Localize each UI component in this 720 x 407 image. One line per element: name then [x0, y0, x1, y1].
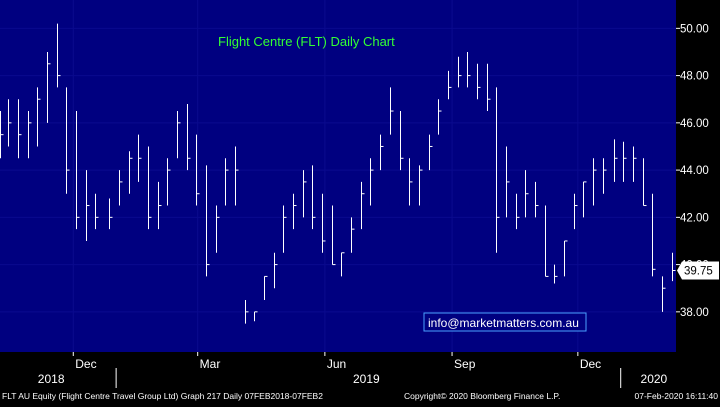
ohlc-bar: [341, 252, 345, 277]
ohlc-bar: [206, 165, 210, 277]
y-tick-label: 46.00: [680, 118, 709, 130]
ohlc-bar: [380, 134, 384, 171]
x-month-label: Dec: [580, 357, 601, 371]
ohlc-bar: [18, 99, 22, 159]
ohlc-bar: [293, 193, 297, 230]
ohlc-bar: [138, 134, 142, 182]
footer-copyright: Copyright© 2020 Bloomberg Finance L.P.: [404, 391, 560, 401]
plot-area: [0, 0, 676, 352]
ohlc-bar: [57, 23, 61, 88]
ohlc-bar: [583, 181, 587, 218]
ohlc-bar: [467, 51, 471, 88]
ohlc-bar: [8, 99, 12, 147]
chart-title: Flight Centre (FLT) Daily Chart: [218, 34, 395, 49]
ohlc-bar: [351, 217, 355, 253]
x-axis-panel: [0, 352, 720, 390]
ohlc-bar: [312, 165, 316, 230]
y-tick-label: 42.00: [680, 212, 709, 224]
ohlc-bar: [283, 205, 287, 253]
ohlc-bar: [86, 170, 90, 241]
ohlc-bar: [235, 146, 239, 206]
ohlc-bar: [196, 134, 200, 206]
ohlc-bar: [187, 103, 191, 171]
ohlc-bar: [370, 158, 374, 206]
x-month-label: Dec: [75, 357, 96, 371]
ohlc-bar: [37, 87, 41, 147]
ohlc-bar: [66, 87, 70, 194]
ohlc-bar: [643, 158, 647, 207]
watermark-text: info@marketmatters.com.au: [428, 316, 579, 330]
y-tick-label: 44.00: [680, 165, 709, 177]
ohlc-bar: [564, 240, 568, 277]
footer-bar: [0, 390, 720, 402]
ohlc-bar: [554, 264, 558, 284]
x-month-label: Mar: [200, 357, 221, 371]
ohlc-bar: [274, 252, 278, 289]
last-price-box: [677, 261, 719, 280]
ohlc-bar: [496, 87, 500, 253]
footer-timestamp: 07-Feb-2020 16:11:40: [635, 391, 719, 401]
ohlc-bar: [225, 158, 229, 206]
ohlc-bar: [148, 146, 152, 230]
ohlc-bar: [535, 181, 539, 218]
ohlc-bar: [525, 170, 529, 218]
ohlc-bar: [177, 111, 181, 159]
ohlc-bar: [409, 158, 413, 206]
ohlc-bar: [216, 205, 220, 253]
footer-source: FLT AU Equity (Flight Centre Travel Grou…: [2, 391, 323, 401]
ohlc-bar: [672, 252, 676, 282]
last-price-label: 39.75: [684, 265, 713, 277]
ohlc-bar: [167, 158, 171, 206]
ohlc-bar: [109, 198, 113, 230]
ohlc-bar: [662, 276, 666, 312]
ohlc-bar: [593, 158, 597, 206]
x-year-label: 2018: [38, 372, 65, 386]
ohlc-bar: [28, 111, 32, 159]
ohlc-bar: [477, 63, 481, 100]
ohlc-bar: [400, 111, 404, 171]
ohlc-bar: [603, 158, 607, 194]
ohlc-bar: [487, 63, 491, 112]
ohlc-bar: [545, 205, 549, 277]
x-year-label: 2019: [353, 372, 380, 386]
ohlc-bar: [516, 193, 520, 230]
y-axis-panel: [676, 0, 720, 352]
ohlc-bar: [254, 311, 258, 322]
ohlc-bar: [448, 70, 452, 100]
ohlc-bar: [129, 151, 133, 194]
ohlc-bar: [390, 87, 394, 135]
ohlc-bar: [419, 165, 423, 206]
ohlc-bar: [574, 193, 578, 230]
ohlc-bar: [652, 193, 656, 277]
ohlc-bar: [322, 193, 326, 253]
ohlc-bar: [95, 193, 99, 230]
ohlc-bar: [438, 99, 442, 135]
ohlc-bar: [633, 146, 637, 182]
x-year-label: 2020: [641, 372, 668, 386]
y-tick-label: 50.00: [680, 23, 709, 35]
y-tick-label: 48.00: [680, 71, 709, 83]
ohlc-bar: [0, 111, 4, 159]
ohlc-bar: [158, 181, 162, 230]
ohlc-bar: [361, 181, 365, 230]
x-month-label: Sep: [454, 357, 476, 371]
ohlc-bar: [429, 134, 433, 171]
x-month-label: Jun: [327, 357, 346, 371]
ohlc-bar: [119, 170, 123, 206]
y-tick-label: 38.00: [680, 307, 709, 319]
ohlc-bar: [303, 170, 307, 218]
ohlc-bar: [76, 111, 80, 230]
ohlc-bar: [614, 139, 618, 182]
ohlc-bar: [506, 146, 510, 218]
watermark-box: [423, 312, 587, 332]
ohlc-bar: [47, 51, 51, 123]
ohlc-bar: [458, 56, 462, 88]
ohlc-bar: [264, 275, 268, 301]
ohlc-bar: [332, 205, 336, 266]
ohlc-bar: [623, 141, 627, 182]
ohlc-bar: [245, 300, 249, 324]
